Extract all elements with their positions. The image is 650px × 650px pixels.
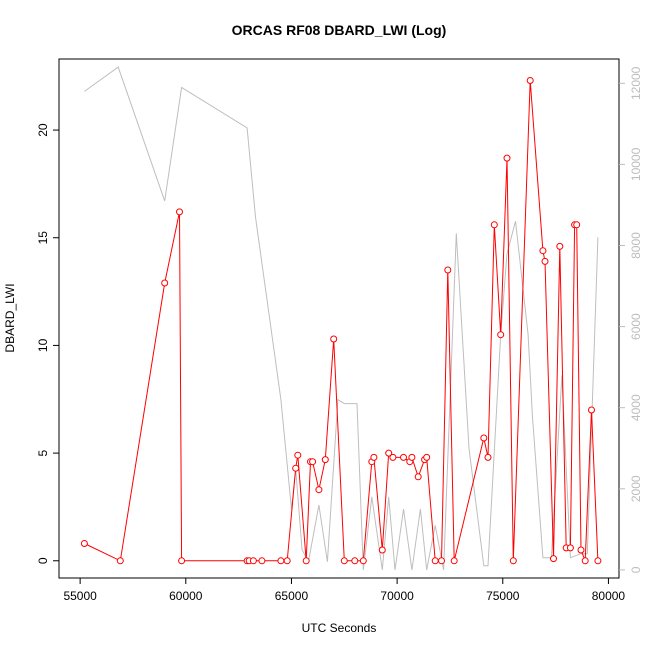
y-tick-label: 0 [36,557,50,564]
data-point [438,557,445,565]
y2-tick-label: 4000 [629,394,643,421]
data-point [385,449,393,457]
data-point [509,557,517,565]
data-point [556,242,564,250]
data-point [408,453,416,461]
primary-series-line [84,80,599,562]
data-point [414,473,422,481]
data-point [539,247,547,255]
data-point [249,557,257,565]
data-point [321,456,329,464]
y2-tick-label: 8000 [629,232,643,259]
y2-tick-label: 6000 [629,313,643,340]
data-point [315,486,323,494]
x-tick-label: 75000 [486,589,520,603]
data-point [450,557,458,565]
data-point [351,557,359,565]
data-point [490,221,498,229]
x-tick-label: 70000 [380,589,414,603]
x-axis-label: UTC Seconds [302,621,377,635]
data-point [573,221,581,229]
data-point [258,557,266,565]
data-point [503,154,511,162]
data-point [302,557,310,565]
data-point [550,555,557,563]
data-point [497,331,505,339]
data-point [400,453,407,461]
data-point [526,77,534,84]
data-point [116,557,124,565]
data-point [294,451,302,459]
data-point [594,557,602,565]
axes: 55000 60000 65000 70000 75000 80000 0 5 10 15 20 0 2… [36,66,643,603]
y-tick-label: 15 [36,231,50,245]
y2-tick-label: 0 [629,566,643,573]
data-point [480,434,488,442]
data-point [581,557,589,565]
data-point [292,464,300,472]
data-point [588,406,595,414]
data-point [370,453,378,461]
y2-tick-label: 12000 [629,66,643,100]
data-point [176,208,183,216]
data-point [484,453,492,461]
data-point [161,279,169,287]
y2-tick-label: 2000 [629,475,643,502]
y-tick-label: 10 [36,338,50,352]
series-primary [80,77,602,565]
data-point [431,557,439,565]
x-tick-label: 65000 [275,589,309,603]
data-point [423,453,431,461]
data-point [178,557,186,565]
data-point [80,540,88,547]
data-point [277,557,285,565]
data-point [283,557,291,565]
data-point [566,544,574,552]
plot-frame [58,58,620,579]
data-point [577,546,585,554]
y-axis-label: DBARD_LWI [3,283,17,352]
data-point [378,546,386,554]
x-tick-label: 80000 [592,589,626,603]
data-point [541,257,549,265]
x-tick-label: 60000 [169,589,203,603]
data-point [359,557,367,565]
y-tick-label: 20 [36,123,50,137]
data-point [389,453,397,461]
y2-tick-label: 10000 [629,147,643,181]
data-point [444,266,452,274]
data-point [340,557,348,565]
chart-title: ORCAS RF08 DBARD_LWI (Log) [232,22,447,38]
x-tick-label: 55000 [63,589,97,603]
data-point [309,458,317,466]
data-point [330,335,338,343]
y-tick-label: 5 [36,449,50,456]
